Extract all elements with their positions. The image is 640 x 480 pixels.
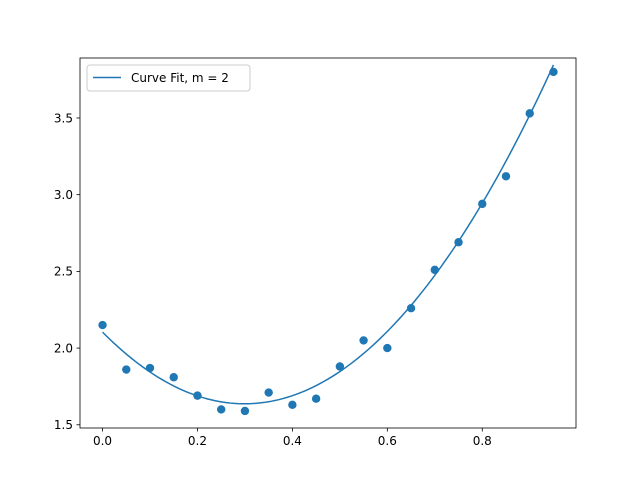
data-point bbox=[430, 265, 439, 275]
data-point bbox=[454, 238, 463, 247]
data-point bbox=[525, 109, 534, 118]
data-point bbox=[240, 406, 250, 416]
data-point bbox=[478, 199, 487, 209]
data-point bbox=[193, 391, 202, 400]
y-tick-label: 3.5 bbox=[54, 111, 73, 125]
x-tick-label: 0.6 bbox=[378, 434, 397, 448]
data-point bbox=[311, 394, 321, 403]
y-tick-label: 2.5 bbox=[54, 265, 73, 279]
x-tick-label: 0.2 bbox=[188, 434, 207, 448]
x-tick-label: 0.0 bbox=[93, 434, 112, 448]
data-point bbox=[359, 336, 368, 345]
data-point bbox=[122, 365, 131, 374]
legend-frame bbox=[86, 64, 251, 92]
data-point bbox=[169, 373, 178, 382]
data-point bbox=[288, 400, 297, 410]
data-point bbox=[145, 363, 155, 373]
data-point bbox=[549, 67, 558, 77]
x-tick-label: 0.8 bbox=[473, 434, 492, 448]
legend-entry-label: Curve Fit, m = 2 bbox=[131, 71, 229, 85]
y-tick-label: 3.0 bbox=[54, 188, 73, 202]
legend: Curve Fit, m = 2 bbox=[86, 64, 251, 92]
axes: 0.0 0.2 0.4 0.6 0.8 1.5 2.0 2.5 3.0 3.5 bbox=[54, 57, 577, 448]
data-point bbox=[217, 405, 226, 414]
x-tick-label: 0.4 bbox=[283, 434, 302, 448]
y-tick-label: 2.0 bbox=[54, 341, 73, 355]
fit-curve-line bbox=[102, 64, 555, 405]
data-point bbox=[501, 172, 511, 181]
data-point bbox=[335, 362, 345, 371]
data-point bbox=[383, 343, 392, 353]
axes-frame bbox=[79, 57, 577, 429]
y-tick-label: 1.5 bbox=[54, 418, 73, 432]
plot-area bbox=[98, 64, 558, 416]
data-point bbox=[98, 320, 107, 330]
data-point bbox=[406, 303, 416, 313]
data-point bbox=[264, 388, 273, 397]
